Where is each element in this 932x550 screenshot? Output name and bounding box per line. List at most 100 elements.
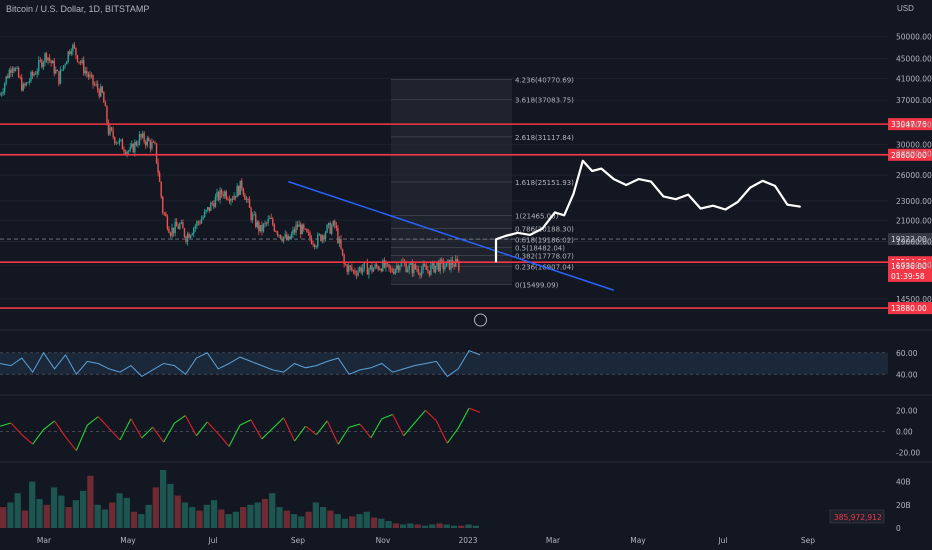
candle-body (172, 227, 175, 234)
osc-segment (370, 418, 383, 439)
candle-body (393, 271, 395, 274)
candle-body (11, 68, 14, 73)
candle-body (346, 265, 348, 272)
candle-body (176, 221, 178, 227)
volume-bar (152, 487, 159, 528)
osc-segment (250, 419, 263, 440)
fib-level-label: 0.618(19186.02) (515, 236, 574, 244)
osc-segment (435, 420, 448, 444)
candle-body (275, 230, 277, 232)
candle-body (13, 68, 15, 71)
trendline[interactable] (288, 180, 615, 291)
candle-body (171, 227, 173, 236)
candle-body (137, 144, 139, 146)
osc-tick-label: 0.00 (896, 428, 913, 437)
time-tick-label: Mar (37, 536, 52, 545)
time-tick-label: May (630, 536, 646, 545)
volume-bar (225, 514, 232, 528)
volume-bar (276, 507, 283, 528)
candle-body (75, 47, 77, 56)
candle-body (368, 268, 370, 275)
volume-bar (414, 524, 421, 528)
candle-body (377, 266, 379, 270)
candle-body (27, 82, 29, 84)
flash-icon (474, 313, 487, 327)
price-tick-label: 45000.00 (896, 55, 932, 64)
candle-body (231, 198, 234, 200)
volume-bar (36, 499, 43, 528)
candle-body (450, 260, 452, 270)
time-tick-label: Mar (546, 536, 561, 545)
candle-body (265, 222, 268, 224)
volume-bar (240, 507, 247, 528)
candle-body (269, 217, 271, 219)
volume-bar (196, 510, 203, 528)
candle-body (332, 220, 334, 227)
candle-body (48, 57, 51, 61)
horizontal-levels[interactable]: 33047.7628600.0017234.9913880.0019222.00… (0, 118, 932, 315)
downtrend-line (288, 180, 615, 291)
price-tick-label: 17000.00 (896, 261, 932, 270)
price-tick-label: 28800.00 (896, 149, 932, 158)
candle-body (458, 262, 460, 271)
candle-body (17, 67, 20, 78)
candle-body (284, 234, 286, 237)
osc-segment (217, 433, 230, 447)
candle-body (191, 233, 193, 236)
volume-bar (50, 487, 58, 528)
volume-value-label: 385,972,912 (834, 513, 882, 522)
candle-body (21, 77, 23, 91)
volume-bar (21, 510, 29, 528)
candle-body (183, 228, 186, 237)
candle-body (227, 198, 229, 200)
candle-body (264, 222, 266, 224)
candle-body (344, 264, 347, 266)
candle-body (135, 141, 138, 146)
volume-bar (443, 524, 450, 528)
candle-body (326, 225, 328, 233)
candle-body (69, 51, 71, 54)
price-tick-label: 19000.00 (896, 238, 932, 247)
osc-segment (75, 424, 88, 451)
candle-body (379, 268, 381, 270)
osc-segment (468, 407, 481, 413)
time-axis[interactable]: Mar May Jul Sep Nov 2023 Mar May Jul Sep (37, 536, 815, 545)
candle-body (272, 218, 274, 225)
candle-body (334, 220, 336, 226)
candle-body (366, 262, 369, 275)
osc-segment (195, 421, 208, 437)
candle-body (143, 133, 145, 142)
candle-body (408, 264, 410, 270)
candle-body (320, 234, 322, 241)
candle-body (228, 199, 231, 202)
volume-bar (349, 516, 356, 528)
fibonacci-extension[interactable]: 4.236(40770.69) 3.618(37083.75) 2.618(3111… (391, 77, 574, 290)
candle-body (355, 273, 358, 276)
candle-body (73, 44, 76, 48)
candle-body (286, 234, 288, 241)
candle-body (250, 207, 252, 221)
candle-body (203, 211, 206, 218)
candle-body (375, 264, 378, 267)
chart-title: Bitcoin / U.S. Dollar, 1D, BITSTAMP (6, 4, 150, 14)
candle-body (287, 236, 289, 241)
candle-body (207, 207, 209, 210)
volume-bar (0, 507, 7, 528)
osc-segment (272, 417, 285, 429)
candle-body (323, 235, 325, 239)
countdown-label: 01:39:58 (891, 272, 925, 281)
price-tick-label: 50000.00 (896, 32, 932, 41)
candle-body (397, 265, 400, 271)
price-axis[interactable]: 14500.00 17000.00 19000.00 21000.00 23000.00… (896, 32, 932, 304)
candle-body (34, 73, 37, 75)
fib-level-label: 2.618(31117.84) (515, 134, 574, 142)
fib-level-label: 0.5(18482.04) (515, 244, 565, 252)
volume-bar (58, 495, 65, 528)
candle-body (338, 238, 341, 244)
level-badge (888, 302, 932, 315)
forecast-drawing[interactable] (474, 159, 801, 327)
volume-bar (320, 507, 327, 528)
volume-bar (392, 523, 399, 528)
candle-body (151, 142, 153, 149)
